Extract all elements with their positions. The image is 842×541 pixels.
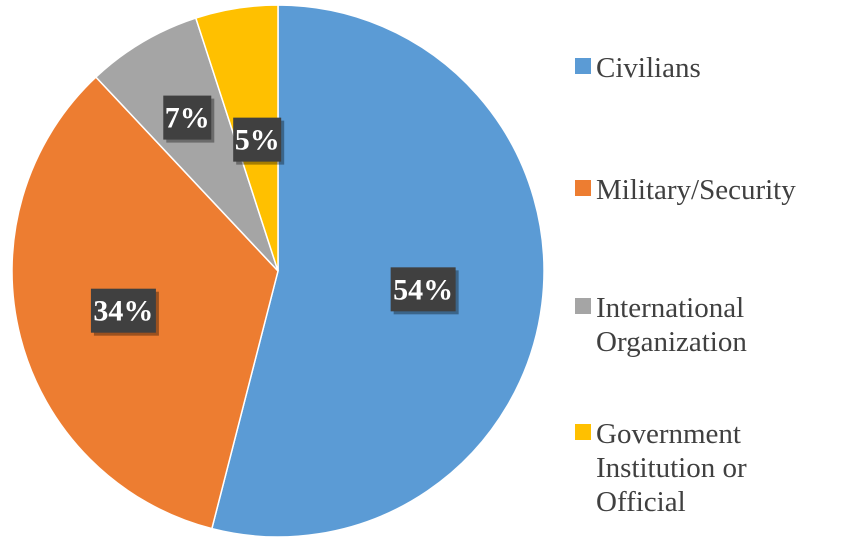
data-label-background <box>390 267 456 312</box>
legend-label: Organization <box>596 326 747 358</box>
data-label-international-organization: 7% <box>163 95 215 143</box>
legend-label: Government <box>596 418 741 450</box>
data-label-civilians: 54% <box>390 267 459 315</box>
legend-label: International <box>596 292 744 324</box>
legend-item-military-security: Military/Security <box>575 174 796 206</box>
data-label-government-institution-or-official: 5% <box>233 117 285 165</box>
data-label-background <box>233 117 282 162</box>
legend-swatch <box>575 298 591 314</box>
pie-slices <box>11 4 545 538</box>
data-label-text: 54% <box>393 273 453 306</box>
data-label-text: 34% <box>93 295 153 328</box>
legend-swatch <box>575 180 591 196</box>
legend: CiviliansMilitary/SecurityInternationalO… <box>575 52 796 518</box>
legend-label: Official <box>596 486 686 518</box>
legend-item-civilians: Civilians <box>575 52 701 84</box>
data-label-background <box>163 95 212 140</box>
legend-label: Institution or <box>596 452 747 484</box>
data-label-military-security: 34% <box>90 288 159 336</box>
pie-data-labels: 54% 34% 7% 5% <box>90 95 459 336</box>
legend-label: Civilians <box>596 52 701 84</box>
data-label-text: 7% <box>165 102 210 135</box>
legend-label: Military/Security <box>596 174 796 206</box>
legend-swatch <box>575 58 591 74</box>
data-label-text: 5% <box>235 124 280 157</box>
legend-swatch <box>575 424 591 440</box>
pie-slice-civilians <box>210 4 545 538</box>
data-label-background <box>90 288 156 333</box>
pie-slice-international-organization <box>94 17 279 272</box>
